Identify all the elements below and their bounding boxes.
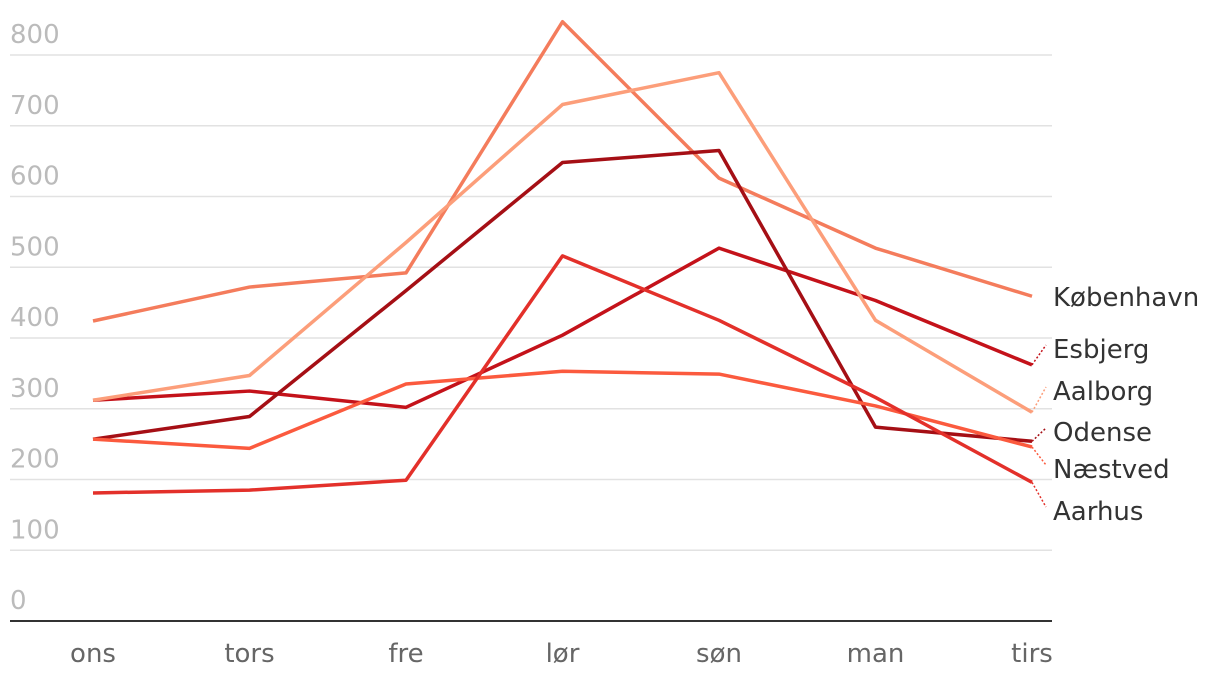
series-label: Esbjerg: [1053, 335, 1149, 365]
line: [92, 19, 1033, 323]
y-tick-label: 700: [10, 91, 60, 121]
x-tick-label: man: [847, 639, 905, 669]
line: [92, 70, 1033, 414]
y-tick-label: 100: [10, 515, 60, 545]
x-tick-label: tirs: [1011, 639, 1053, 669]
line: [92, 254, 1033, 495]
label-connector: [1031, 446, 1047, 466]
series-label: København: [1053, 283, 1199, 313]
label-connector: [1031, 344, 1047, 366]
x-tick-label: fre: [388, 639, 423, 669]
y-tick-label: 300: [10, 374, 60, 404]
y-tick-label: 0: [10, 586, 27, 616]
label-connector: [1031, 386, 1047, 413]
y-tick-label: 800: [10, 20, 60, 50]
x-tick-label: søn: [696, 639, 742, 669]
line: [92, 148, 1033, 444]
x-tick-label: tors: [224, 639, 274, 669]
y-tick-label: 200: [10, 445, 60, 475]
y-tick-label: 500: [10, 232, 60, 262]
series-label: Aalborg: [1053, 377, 1153, 407]
line: [92, 369, 1033, 451]
label-connector: [1031, 481, 1047, 508]
line: [92, 246, 1033, 410]
series-label: Odense: [1053, 418, 1152, 448]
label-connector: [1031, 427, 1047, 442]
y-tick-label: 400: [10, 303, 60, 333]
series-label: Næstved: [1053, 455, 1170, 485]
series-label: Aarhus: [1053, 497, 1143, 527]
y-tick-label: 600: [10, 162, 60, 192]
x-tick-label: ons: [70, 639, 116, 669]
x-tick-label: lør: [546, 639, 580, 669]
